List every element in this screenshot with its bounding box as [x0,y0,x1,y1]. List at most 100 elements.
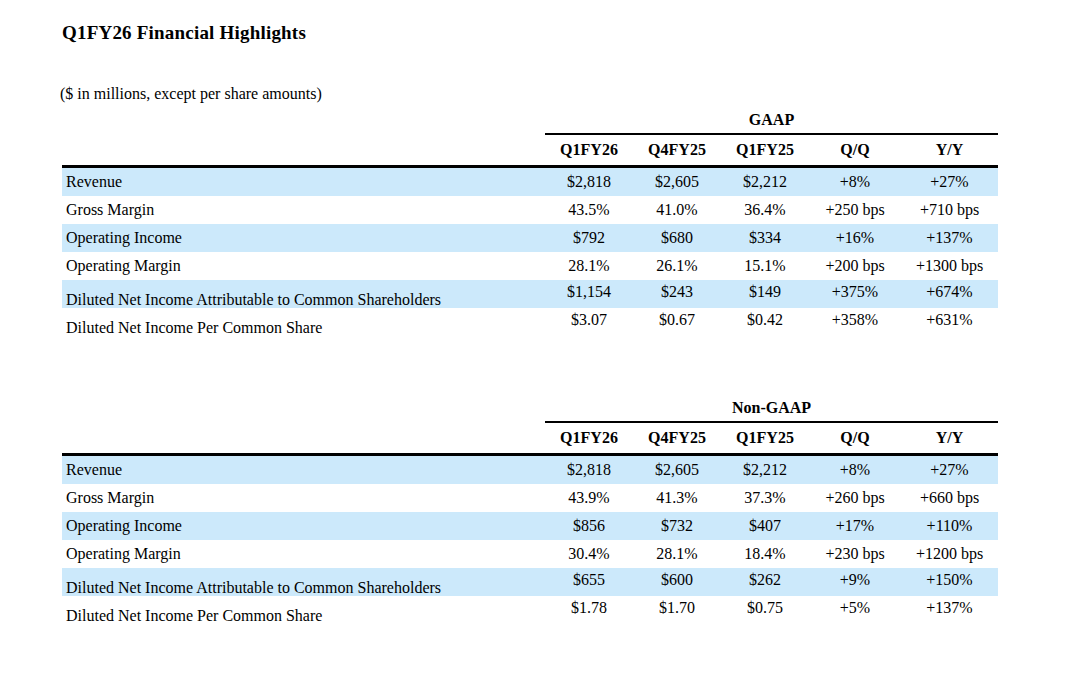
row-label: Diluted Net Income Attributable to Commo… [62,291,545,309]
cell-value: $0.67 [633,311,721,329]
column-header-row: Q1FY26 Q4FY25 Q1FY25 Q/Q Y/Y [62,135,998,168]
cell-value: +8% [809,173,901,191]
cell-value: $3.07 [545,311,633,329]
table-row: Revenue $2,818 $2,605 $2,212 +8% +27% [62,456,998,484]
cell-value: +110% [901,517,998,535]
cell-value: +17% [809,517,901,535]
column-header: Q/Q [809,141,901,159]
cell-value: +1300 bps [901,257,998,275]
column-header-row: Q1FY26 Q4FY25 Q1FY25 Q/Q Y/Y [62,423,998,456]
cell-value: 36.4% [721,201,809,219]
cell-value: 37.3% [721,489,809,507]
cell-value: +9% [809,571,901,589]
cell-value: +8% [809,461,901,479]
cell-value: $655 [545,571,633,589]
cell-value: $2,605 [633,461,721,479]
column-header: Q/Q [809,429,901,447]
cell-value: $243 [633,283,721,301]
cell-value: 43.5% [545,201,633,219]
row-label: Operating Margin [62,545,545,563]
cell-value: $2,818 [545,461,633,479]
cell-value: 28.1% [633,545,721,563]
cell-value: +674% [901,283,998,301]
table-row: Diluted Net Income Attributable to Commo… [62,280,998,308]
row-label: Operating Income [62,229,545,247]
column-header: Y/Y [901,429,998,447]
row-label: Diluted Net Income Per Common Share [62,607,545,625]
cell-value: 18.4% [721,545,809,563]
non-gaap-table: Non-GAAP Q1FY26 Q4FY25 Q1FY25 Q/Q Y/Y Re… [62,398,998,624]
units-note: ($ in millions, except per share amounts… [60,85,322,103]
cell-value: 26.1% [633,257,721,275]
cell-value: +5% [809,599,901,617]
group-label: GAAP [749,111,794,128]
gaap-group-header: GAAP [545,110,998,135]
cell-value: 41.3% [633,489,721,507]
row-label: Revenue [62,173,545,191]
cell-value: 43.9% [545,489,633,507]
cell-value: +660 bps [901,489,998,507]
cell-value: 41.0% [633,201,721,219]
column-header: Q4FY25 [633,141,721,159]
table-row: Gross Margin 43.5% 41.0% 36.4% +250 bps … [62,196,998,224]
cell-value: +16% [809,229,901,247]
row-label: Operating Margin [62,257,545,275]
cell-value: $1,154 [545,283,633,301]
gaap-table: GAAP Q1FY26 Q4FY25 Q1FY25 Q/Q Y/Y Revenu… [62,110,998,336]
cell-value: +375% [809,283,901,301]
table-row: Gross Margin 43.9% 41.3% 37.3% +260 bps … [62,484,998,512]
row-label: Gross Margin [62,201,545,219]
cell-value: +1200 bps [901,545,998,563]
cell-value: +250 bps [809,201,901,219]
row-label: Revenue [62,461,545,479]
cell-value: +27% [901,173,998,191]
cell-value: +230 bps [809,545,901,563]
page-title: Q1FY26 Financial Highlights [62,22,306,44]
table-row: Revenue $2,818 $2,605 $2,212 +8% +27% [62,168,998,196]
column-header: Y/Y [901,141,998,159]
table-row: Diluted Net Income Attributable to Commo… [62,568,998,596]
column-header: Q1FY26 [545,141,633,159]
cell-value: $680 [633,229,721,247]
row-label: Diluted Net Income Attributable to Commo… [62,579,545,597]
cell-value: $1.78 [545,599,633,617]
row-label: Diluted Net Income Per Common Share [62,319,545,337]
column-header: Q1FY25 [721,429,809,447]
cell-value: $856 [545,517,633,535]
cell-value: +631% [901,311,998,329]
cell-value: +150% [901,571,998,589]
cell-value: $2,212 [721,173,809,191]
cell-value: $149 [721,283,809,301]
cell-value: $334 [721,229,809,247]
table-row: Operating Margin 28.1% 26.1% 15.1% +200 … [62,252,998,280]
cell-value: $2,212 [721,461,809,479]
cell-value: $792 [545,229,633,247]
cell-value: $1.70 [633,599,721,617]
cell-value: +27% [901,461,998,479]
table-row: Operating Margin 30.4% 28.1% 18.4% +230 … [62,540,998,568]
table-row: Operating Income $792 $680 $334 +16% +13… [62,224,998,252]
row-label: Operating Income [62,517,545,535]
cell-value: +137% [901,599,998,617]
cell-value: $2,818 [545,173,633,191]
cell-value: +710 bps [901,201,998,219]
cell-value: +260 bps [809,489,901,507]
document-page: Q1FY26 Financial Highlights ($ in millio… [0,0,1082,696]
cell-value: $0.42 [721,311,809,329]
table-row: Operating Income $856 $732 $407 +17% +11… [62,512,998,540]
column-header: Q1FY26 [545,429,633,447]
row-label: Gross Margin [62,489,545,507]
cell-value: $2,605 [633,173,721,191]
cell-value: 28.1% [545,257,633,275]
cell-value: +137% [901,229,998,247]
group-label: Non-GAAP [732,399,811,416]
table-row: Diluted Net Income Per Common Share $3.0… [62,308,998,336]
cell-value: $600 [633,571,721,589]
column-header: Q4FY25 [633,429,721,447]
cell-value: $407 [721,517,809,535]
cell-value: +358% [809,311,901,329]
column-header: Q1FY25 [721,141,809,159]
cell-value: $0.75 [721,599,809,617]
cell-value: 15.1% [721,257,809,275]
cell-value: +200 bps [809,257,901,275]
